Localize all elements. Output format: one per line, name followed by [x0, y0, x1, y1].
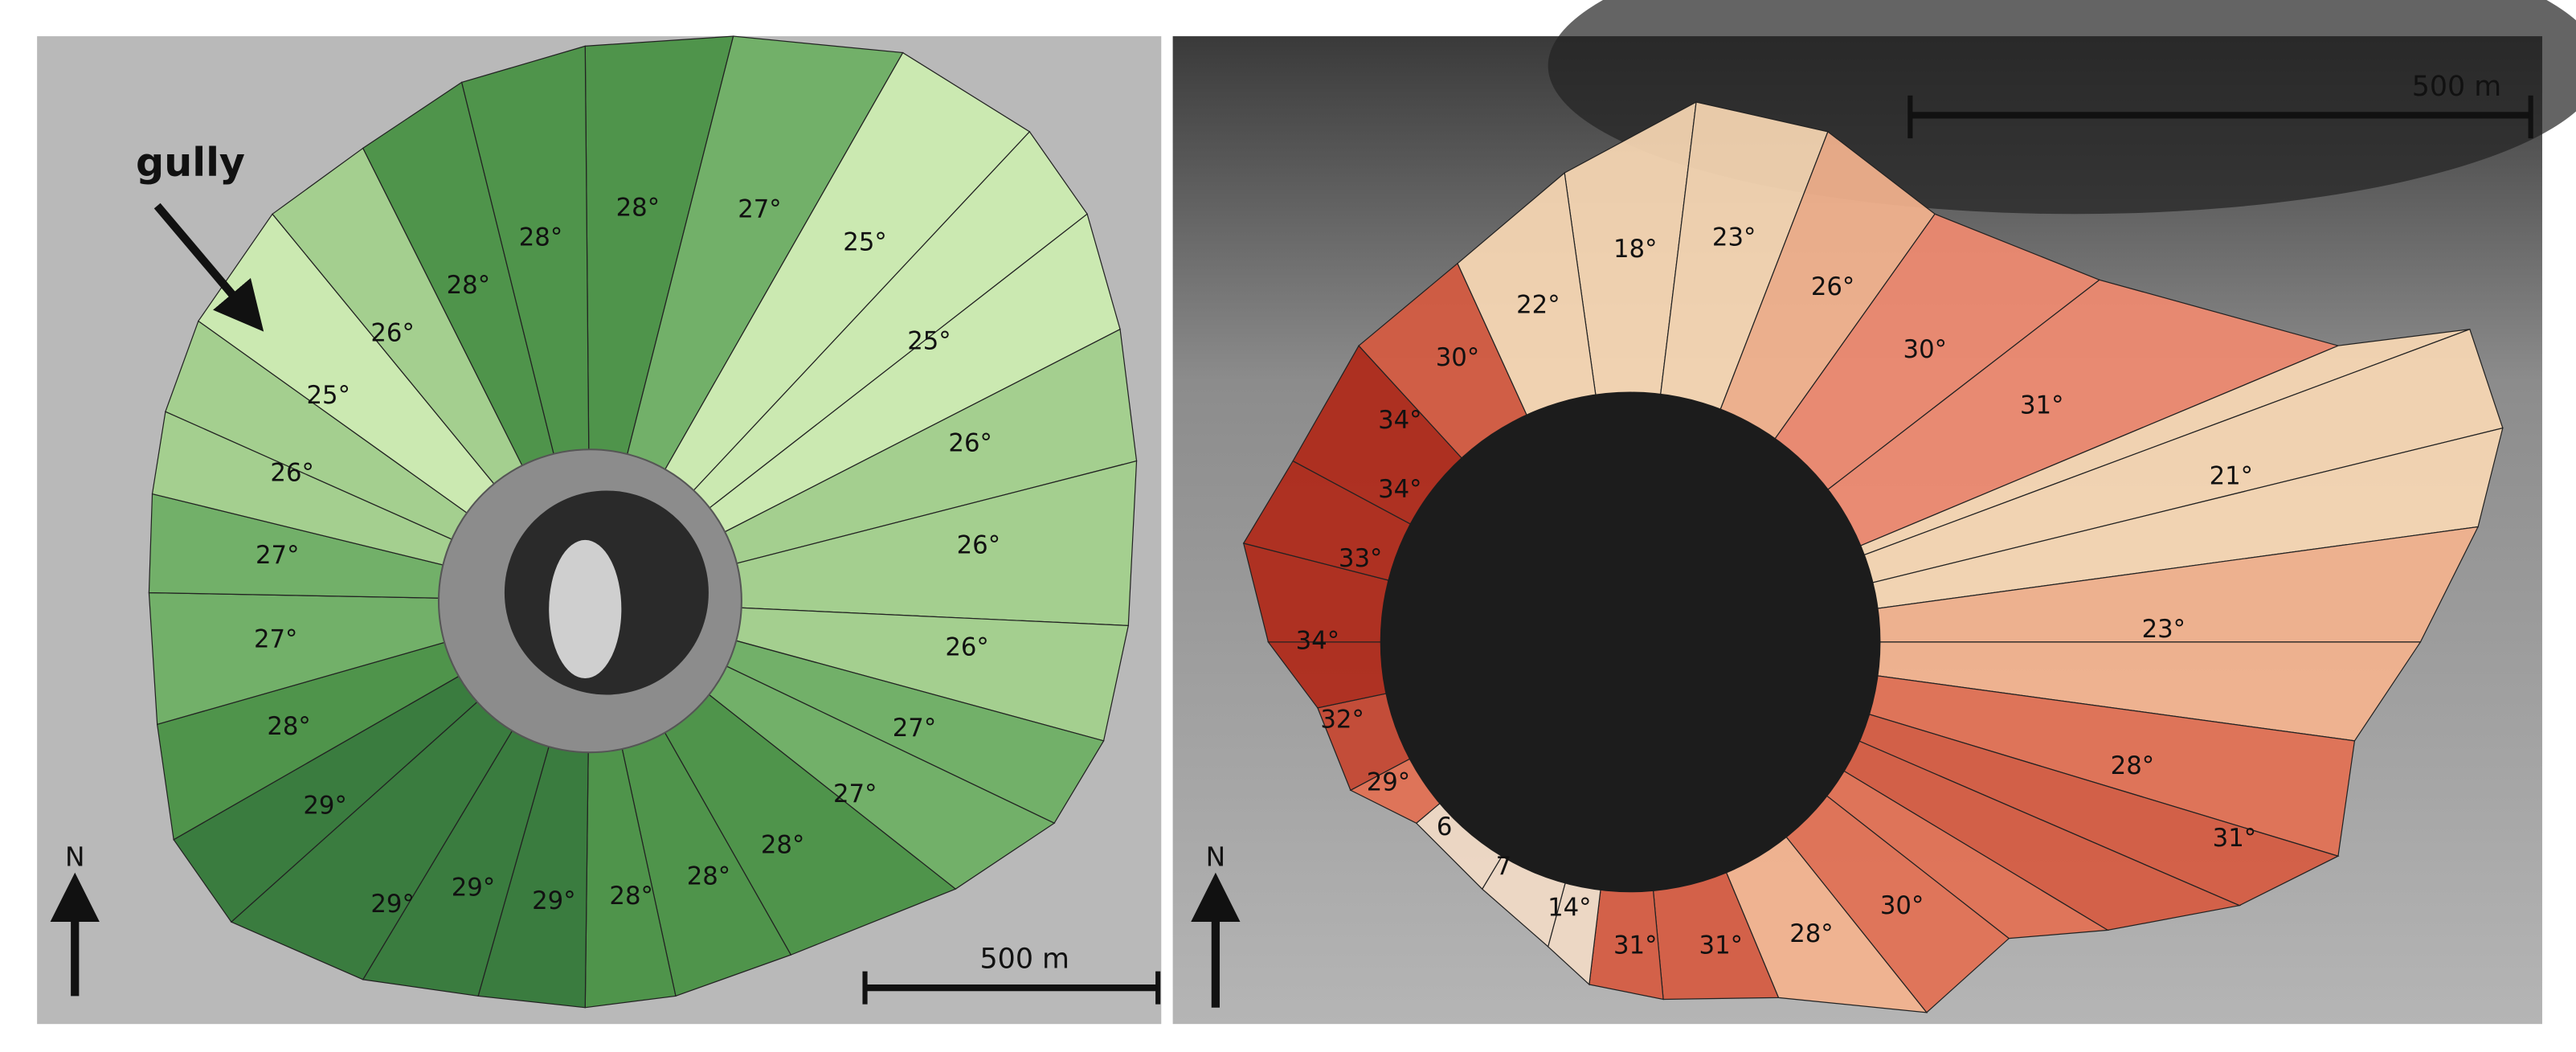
scale-label: 500 m — [2412, 71, 2501, 103]
slope-label: 29° — [1367, 768, 1410, 797]
slope-label: 28° — [616, 194, 660, 223]
slope-label: 25° — [843, 228, 886, 257]
slope-label: 26° — [948, 429, 992, 458]
slope-label: 29° — [370, 890, 414, 919]
slope-label: 33° — [1339, 544, 1382, 573]
slope-label: 28° — [1789, 919, 1833, 948]
slope-label: 28° — [761, 830, 804, 859]
slope-label: 23° — [1712, 223, 1756, 252]
slope-label: 25° — [907, 327, 951, 356]
slope-label: 26° — [957, 531, 1000, 560]
slope-label: 34° — [1378, 406, 1421, 435]
crater-highlight — [549, 539, 622, 678]
slope-label: 31° — [2213, 824, 2256, 853]
slope-label: 27° — [893, 714, 936, 743]
slope-label: 26° — [1811, 272, 1854, 301]
scale-label: 500 m — [980, 944, 1069, 976]
slope-label: 32° — [1320, 706, 1364, 735]
slope-label: 30° — [1903, 335, 1947, 364]
slope-label: 26° — [270, 458, 313, 487]
slope-label: 28° — [687, 862, 730, 890]
crater — [1380, 391, 1881, 893]
left-map: 28° 28° 27° 25° 26° 28° 25° 25° 26° 26° 26° 27° 27° 2… — [148, 35, 1138, 1009]
slope-label: 28° — [2111, 751, 2154, 780]
slope-label: 28° — [609, 882, 652, 911]
slope-label: 31° — [1699, 931, 1743, 960]
slope-label: 29° — [303, 791, 346, 820]
slope-label: 31° — [1613, 931, 1657, 960]
slope-label: 28° — [447, 271, 490, 300]
slope-label: 25° — [306, 381, 350, 410]
slope-label: 27° — [833, 780, 877, 808]
slope-label: 34° — [1378, 475, 1421, 504]
slope-label: 18° — [1613, 235, 1657, 264]
slope-label: 28° — [267, 712, 310, 741]
slope-label: 30° — [1880, 891, 1924, 920]
annotation: gully — [136, 139, 245, 186]
slope-label: 21° — [2210, 462, 2253, 491]
slope-label: 28° — [519, 223, 562, 252]
slope-label: 27° — [254, 624, 297, 653]
slope-label: 27° — [738, 195, 781, 224]
north-label: N — [65, 842, 85, 873]
slope-label: 27° — [256, 541, 299, 570]
slope-label: 22° — [1516, 291, 1560, 320]
slope-label: 31° — [2020, 391, 2063, 420]
right-map: 18° 23° 22° 26° 30° 30° 31° 34° 21° 34° 33° 34° 23° 3… — [1242, 100, 2504, 1013]
slope-label: 26° — [945, 633, 988, 662]
slope-label: 29° — [532, 886, 575, 915]
slope-label: 34° — [1296, 626, 1339, 655]
gully-arrow — [153, 203, 264, 332]
slope-label: 29° — [452, 874, 495, 903]
slope-label: 6 — [1437, 813, 1453, 841]
slope-label: 14° — [1548, 893, 1591, 922]
slope-label: 7 — [1496, 852, 1512, 881]
slope-label: 30° — [1436, 343, 1479, 372]
north-label: N — [1206, 842, 1226, 873]
slope-label: 26° — [370, 318, 414, 347]
slope-label: 23° — [2142, 615, 2186, 644]
